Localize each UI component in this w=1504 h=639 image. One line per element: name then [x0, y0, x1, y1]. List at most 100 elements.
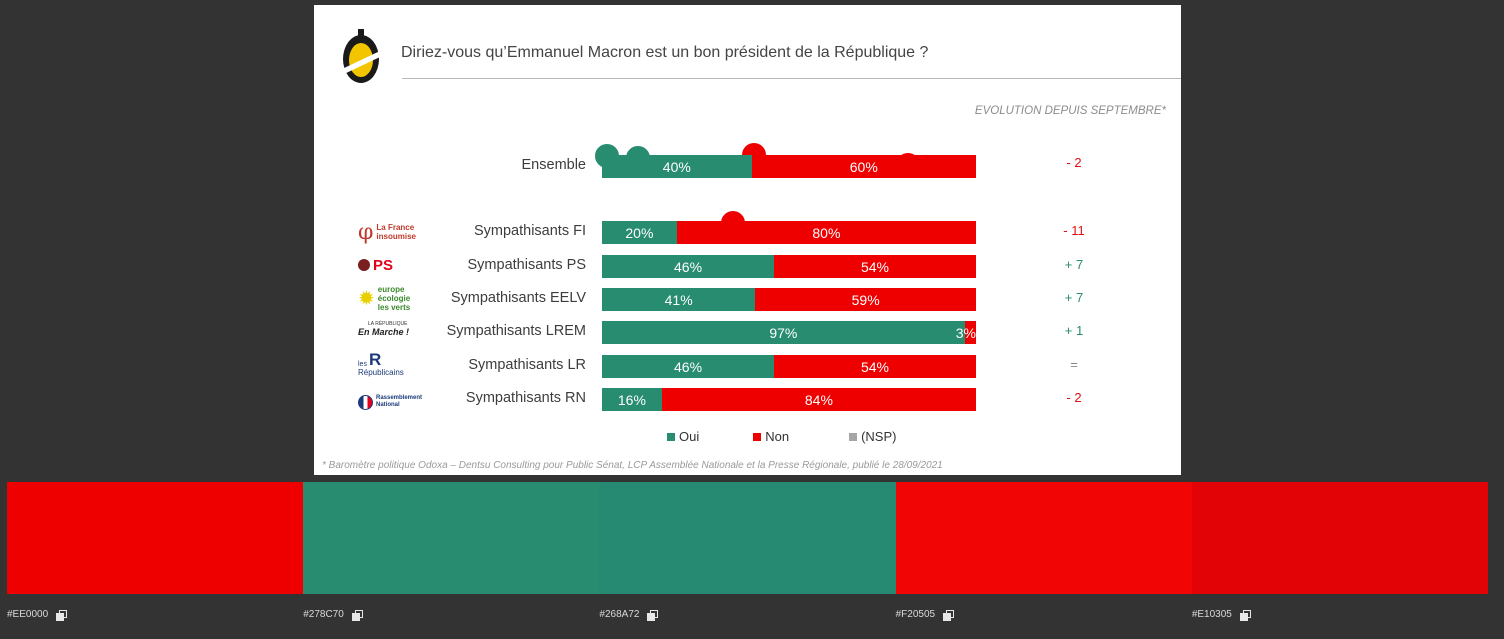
palette-label: #268A72: [599, 609, 895, 621]
bar-oui-label: 40%: [662, 158, 691, 175]
palette-hex: #F20505: [895, 609, 936, 620]
bar-oui-label: 20%: [625, 224, 654, 241]
bar-row: 20% 80%: [602, 221, 976, 244]
lrem-logo: LA RÉPUBLIQUE En Marche !: [358, 321, 436, 349]
ps-logo-text: PS: [373, 256, 394, 274]
bar-non: 54%: [774, 355, 976, 378]
bar-oui: 46%: [602, 355, 775, 378]
copy-icon[interactable]: [351, 609, 363, 621]
lr-logo-text: Républicains: [358, 368, 404, 377]
bar-non: 80%: [676, 221, 976, 244]
bar-oui: 41%: [602, 288, 756, 311]
bar-oui: 46%: [602, 255, 775, 278]
legend-swatch: [753, 432, 762, 441]
palette-label: #278C70: [303, 609, 599, 621]
copy-icon[interactable]: [647, 609, 659, 621]
row-label: Sympathisants FI: [473, 223, 586, 239]
row-label: Sympathisants LREM: [446, 323, 586, 339]
evolution-value: + 7: [1064, 290, 1084, 305]
lfi-logo-text: La France insoumise: [376, 223, 416, 241]
legend-label: Oui: [679, 429, 700, 444]
title-divider: [402, 78, 1181, 79]
bar-oui-label: 97%: [769, 324, 798, 341]
bar-non-label: 80%: [812, 224, 841, 241]
legend-swatch: [849, 432, 858, 441]
palette-hex: #EE0000: [7, 609, 49, 620]
copy-icon[interactable]: [943, 609, 955, 621]
bar-non: 60%: [751, 155, 976, 178]
chart-legend: Oui Non (NSP): [667, 429, 896, 444]
bar-non-label: 54%: [860, 258, 890, 275]
palette-hex: #E10305: [1191, 609, 1232, 620]
evolution-value: + 1: [1064, 323, 1084, 338]
row-label: Sympathisants RN: [465, 390, 586, 406]
palette-label: #E10305: [1191, 609, 1488, 621]
ps-logo: PS: [358, 251, 436, 279]
bar-row: 16% 84%: [602, 388, 976, 411]
bar-oui-label: 41%: [664, 291, 693, 308]
bar-oui: 16%: [602, 388, 662, 411]
eelv-logo-text: europe écologie les verts: [377, 284, 411, 312]
bar-oui-label: 46%: [674, 258, 703, 275]
lr-r-icon: R: [368, 350, 382, 369]
bar-non: 54%: [774, 255, 976, 278]
palette-swatch[interactable]: [1191, 482, 1489, 594]
bar-oui: 20%: [602, 221, 677, 244]
flame-icon: [358, 394, 373, 410]
row-label: Ensemble: [521, 157, 586, 173]
palette-swatch[interactable]: [7, 482, 304, 594]
evolution-value: =: [1070, 357, 1078, 372]
bar-oui: 40%: [602, 155, 752, 178]
palette-swatch[interactable]: [303, 482, 600, 594]
palette-hex: #278C70: [303, 609, 344, 620]
bar-oui-label: 46%: [674, 358, 703, 375]
bar-oui-label: 16%: [617, 391, 646, 408]
legend-item: (NSP): [849, 429, 896, 444]
evolution-value: + 7: [1064, 257, 1084, 272]
evolution-heading: EVOLUTION DEPUIS SEPTEMBRE*: [974, 105, 1166, 117]
lfi-logo: φ La France insoumise: [358, 218, 436, 246]
bar-non-label: 60%: [849, 158, 878, 175]
legend-item: Oui: [667, 429, 699, 444]
eelv-logo: ✹ europe écologie les verts: [358, 284, 436, 312]
lr-logo-top-row: les R: [358, 351, 381, 368]
footnote: * Baromètre politique Odoxa – Dentsu Con…: [322, 460, 943, 471]
bar-row: 41% 59%: [602, 288, 976, 311]
evolution-value: - 11: [1063, 223, 1085, 238]
bar-non: 3%: [956, 321, 976, 344]
bar-oui: 97%: [602, 321, 965, 344]
bar-row: 46% 54%: [602, 255, 976, 278]
bar-non-label: 3%: [955, 324, 976, 341]
legend-label: Non: [765, 429, 790, 444]
rn-logo: Rassemblement National: [358, 388, 436, 416]
legend-item: Non: [753, 429, 789, 444]
evolution-value: - 2: [1066, 155, 1082, 170]
legend-label: (NSP): [861, 429, 897, 444]
rose-icon: [358, 259, 370, 271]
lrem-logo-top: LA RÉPUBLIQUE: [368, 321, 408, 327]
bar-non-label: 59%: [851, 291, 880, 308]
phi-icon: φ: [358, 219, 374, 245]
palette-label: #F20505: [895, 609, 1192, 621]
chart-slide: Diriez-vous qu’Emmanuel Macron est un bo…: [314, 5, 1181, 475]
palette-label: #EE0000: [7, 609, 303, 621]
copy-icon[interactable]: [1239, 609, 1251, 621]
color-palette: [7, 482, 1489, 594]
row-label: Sympathisants EELV: [450, 290, 586, 306]
legend-swatch: [667, 432, 675, 441]
bar-row: 46% 54%: [602, 355, 976, 378]
palette-swatch[interactable]: [599, 482, 896, 594]
bar-non-label: 84%: [804, 391, 833, 408]
row-label: Sympathisants PS: [467, 257, 586, 273]
palette-hex: #268A72: [599, 609, 640, 620]
row-label: Sympathisants LR: [468, 357, 586, 373]
palette-swatch[interactable]: [895, 482, 1192, 594]
rn-logo-text: Rassemblement National: [376, 395, 423, 408]
copy-icon[interactable]: [56, 609, 68, 621]
bar-row: 40% 60%: [602, 155, 976, 178]
lr-logo: les R Républicains: [358, 351, 436, 385]
sun-icon: ✹: [358, 287, 375, 310]
bar-row: 97% 3%: [602, 321, 976, 344]
page-title: Diriez-vous qu’Emmanuel Macron est un bo…: [401, 44, 929, 61]
bar-non-label: 54%: [860, 358, 890, 375]
